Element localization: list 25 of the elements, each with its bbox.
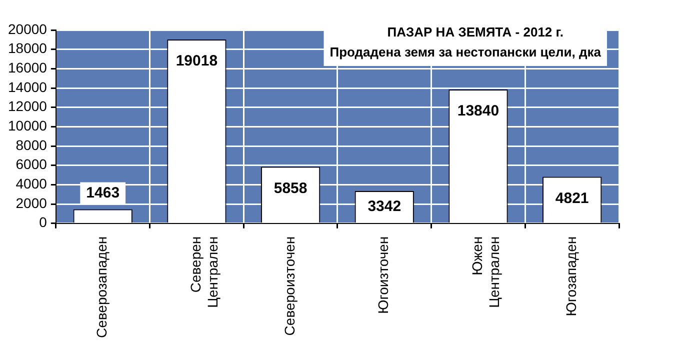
x-tick-label: Югозападен [562, 236, 579, 316]
x-tick-label: Северозападен [94, 236, 110, 338]
data-label: 1463 [86, 184, 120, 202]
x-tick-label: Южен Централен [469, 236, 502, 308]
y-tick-label: 12000 [8, 98, 48, 114]
x-tick-label: Североизточен [281, 236, 298, 336]
chart-title: ПАЗАР НА ЗЕМЯТА - 2012 г. [387, 24, 564, 40]
y-tick-label: 6000 [16, 156, 48, 172]
data-label: 3342 [368, 198, 402, 215]
y-tick-label: 4000 [16, 176, 48, 192]
x-tick-label: Северен Централен [188, 236, 220, 308]
y-tick-label: 2000 [16, 194, 48, 211]
data-label: 4821 [555, 190, 589, 207]
y-tick-label: 14000 [8, 78, 48, 95]
data-label: 19018 [176, 52, 218, 70]
data-label: 13840 [457, 102, 500, 120]
x-tick-label: Югоизточен [375, 236, 392, 314]
y-tick-label: 18000 [8, 40, 48, 56]
y-tick-label: 0 [39, 214, 48, 230]
y-tick-label: 20000 [8, 20, 48, 37]
y-tick-label: 8000 [16, 136, 48, 153]
data-label: 5858 [274, 180, 308, 197]
text: Продадена земя за нестопански цели, дка [330, 44, 602, 60]
y-tick-label: 16000 [8, 60, 48, 76]
y-tick-label: 10000 [8, 118, 48, 134]
